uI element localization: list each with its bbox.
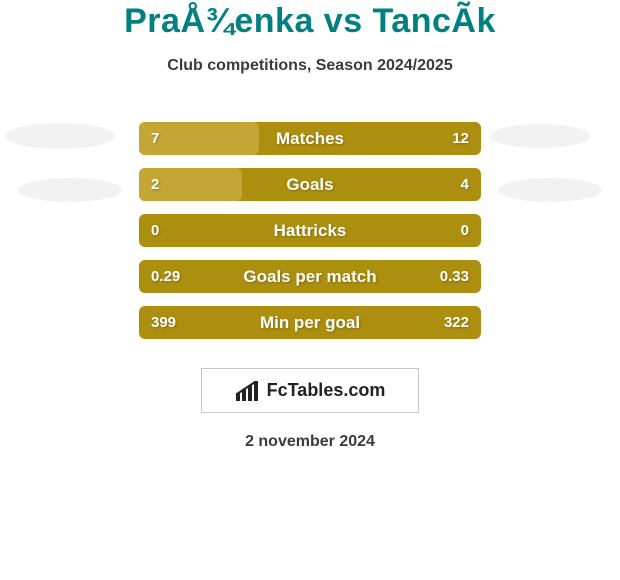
right-value: 4 (461, 168, 469, 201)
decorative-ellipse (490, 124, 590, 148)
right-value: 0.33 (440, 260, 469, 293)
comparison-row: Hattricks0 0 (139, 214, 481, 247)
left-value: 7 (151, 122, 159, 155)
right-value: 0 (461, 214, 469, 247)
logo: FcTables.com (235, 380, 386, 401)
left-value: 2 (151, 168, 159, 201)
decorative-ellipse (498, 178, 602, 202)
row-label: Min per goal (139, 306, 481, 339)
right-value: 12 (452, 122, 469, 155)
comparison-row: Goals2 4 (139, 168, 481, 201)
left-value: 0.29 (151, 260, 180, 293)
comparison-chart: Matches7 12 Goals2 4 Hattricks0 0 Goals per ma… (139, 122, 481, 352)
date-label: 2 november 2024 (0, 433, 620, 451)
page: PraÅ¾enka vs TancÃ­k Club competitions, … (0, 0, 620, 580)
row-label: Hattricks (139, 214, 481, 247)
bars-icon (235, 381, 261, 401)
row-label: Matches (139, 122, 481, 155)
comparison-row: Goals per match0.29 0.33 (139, 260, 481, 293)
comparison-row: Matches7 12 (139, 122, 481, 155)
logo-text: FcTables.com (267, 380, 386, 401)
left-value: 399 (151, 306, 176, 339)
decorative-ellipse (5, 123, 115, 149)
row-label: Goals (139, 168, 481, 201)
right-value: 322 (444, 306, 469, 339)
row-label: Goals per match (139, 260, 481, 293)
logo-box: FcTables.com (201, 368, 419, 413)
page-title: PraÅ¾enka vs TancÃ­k (0, 0, 620, 41)
decorative-ellipse (18, 178, 122, 202)
left-value: 0 (151, 214, 159, 247)
comparison-row: Min per goal399 322 (139, 306, 481, 339)
subtitle: Club competitions, Season 2024/2025 (0, 57, 620, 75)
